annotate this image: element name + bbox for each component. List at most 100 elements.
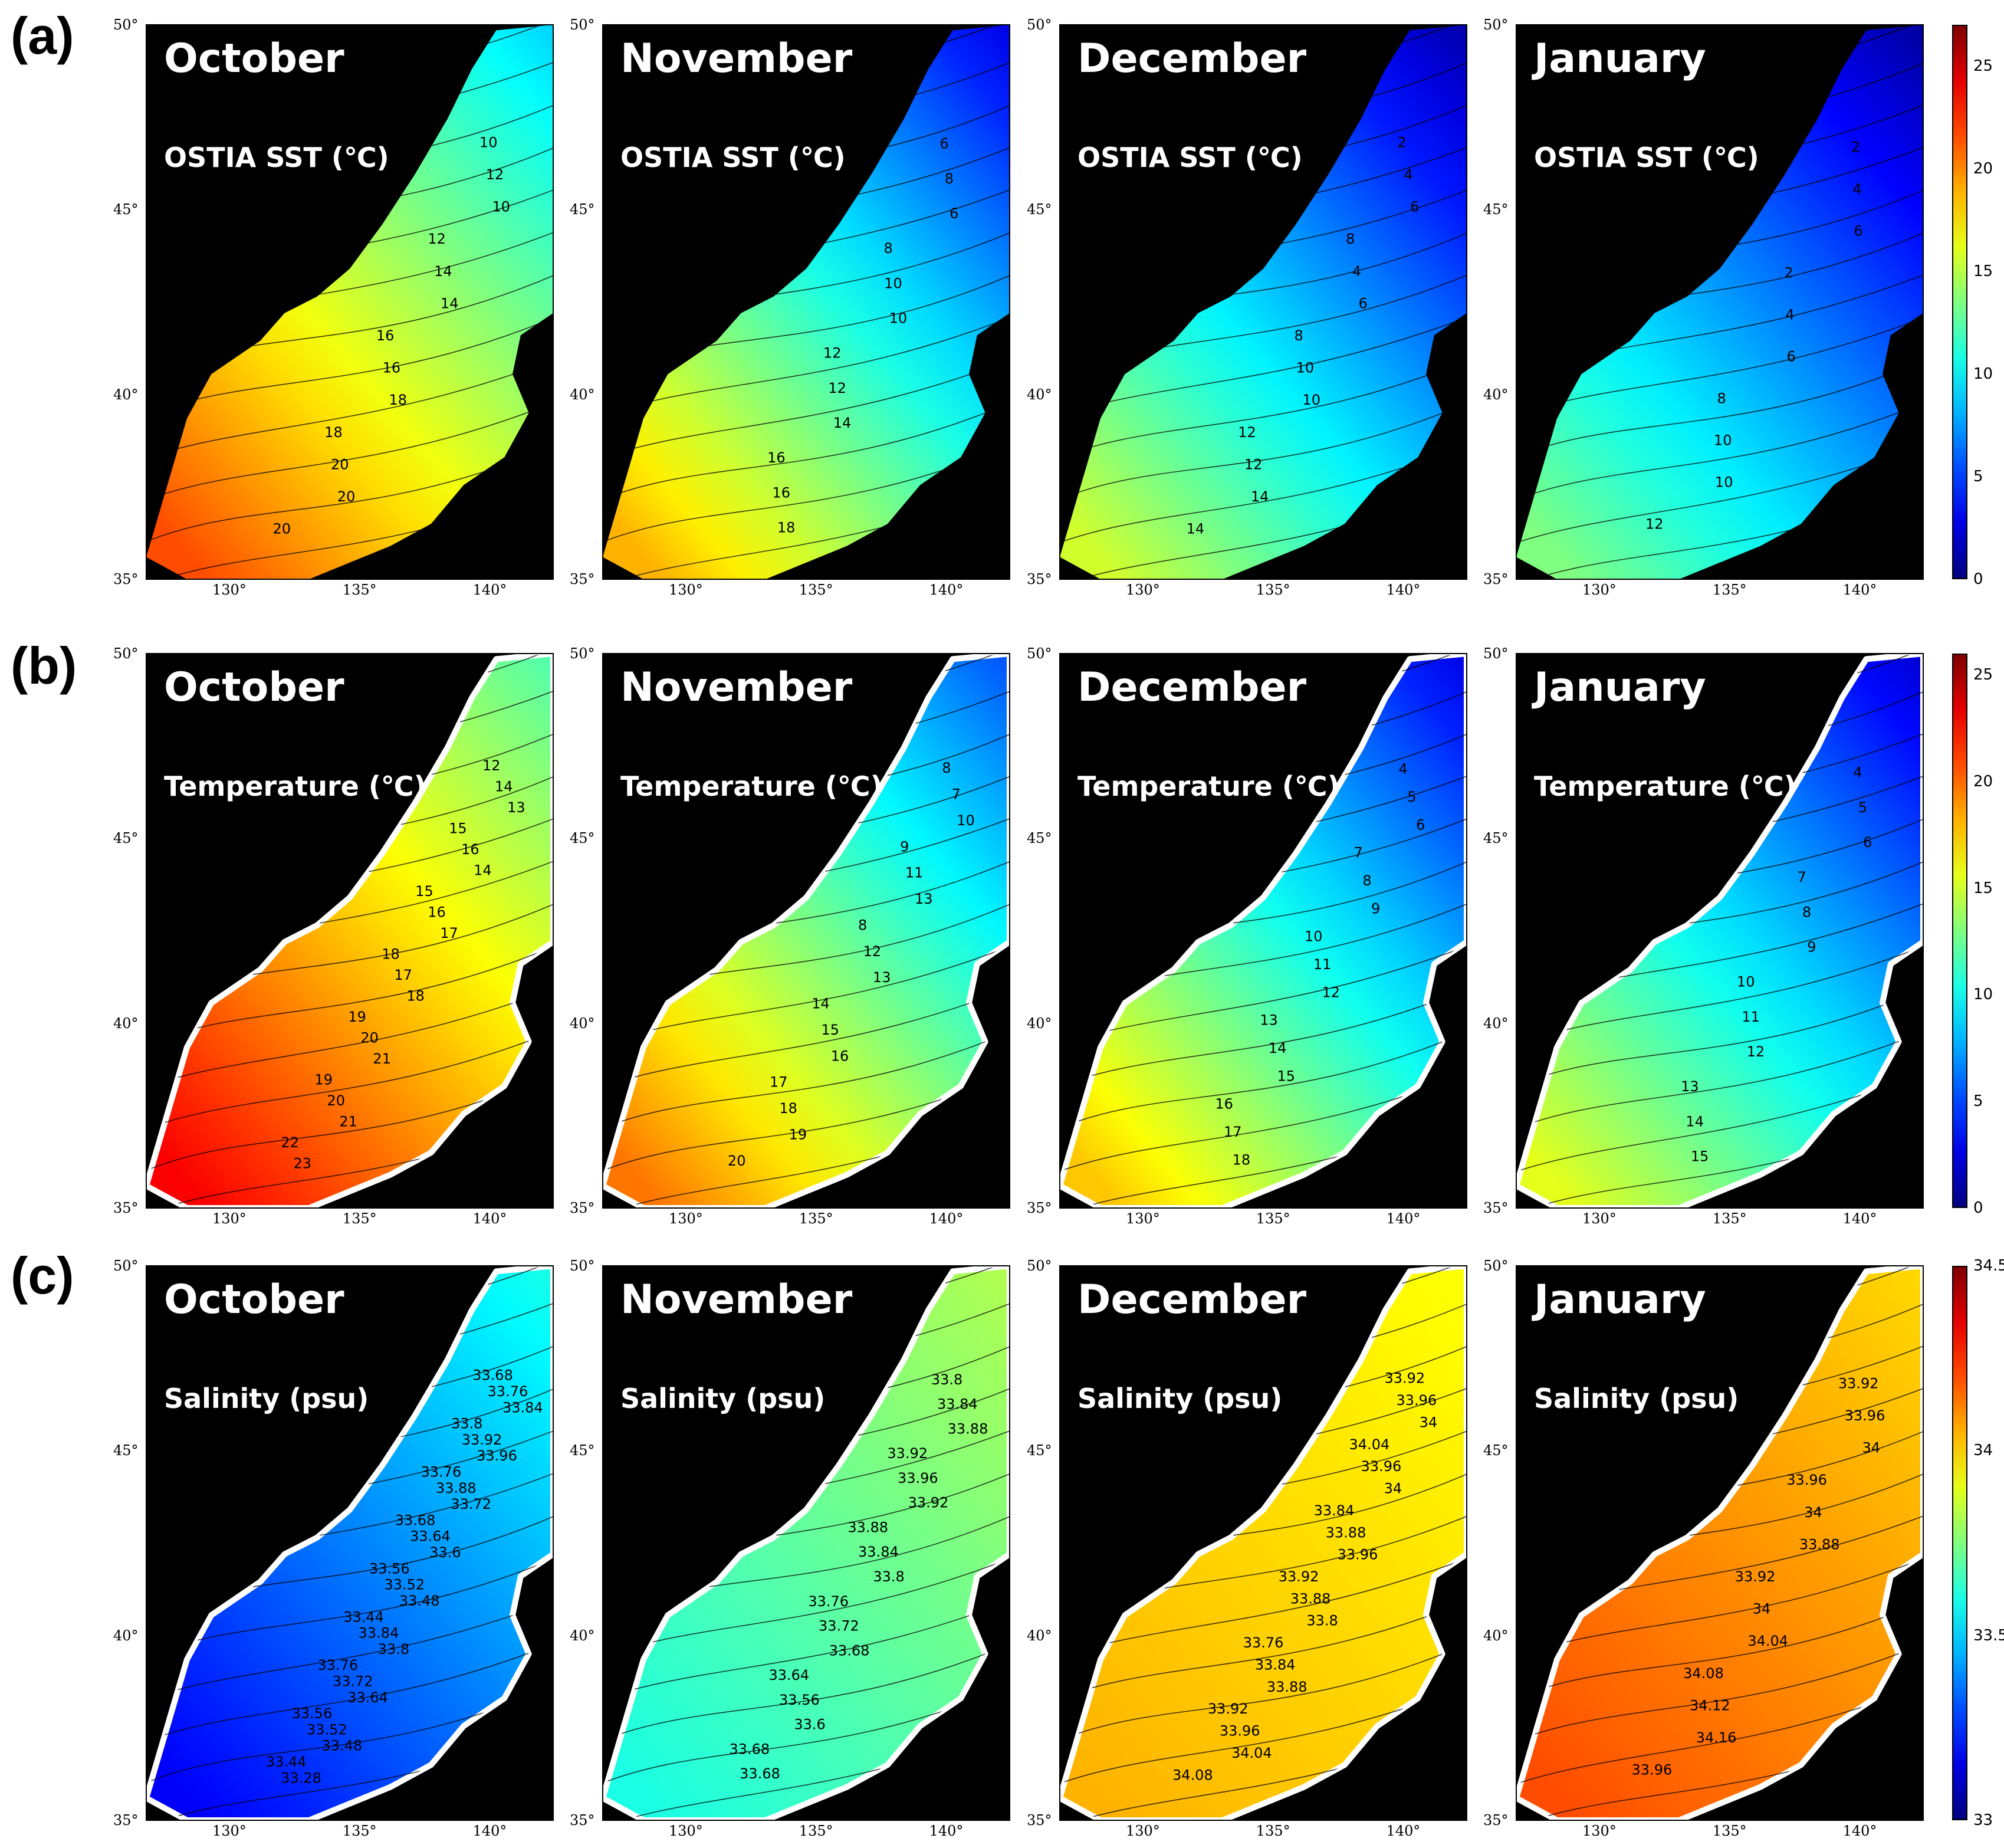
contour-line (146, 1596, 553, 1703)
contour-label: 33.88 (948, 1420, 988, 1437)
lon-tick-label: 135° (799, 1823, 833, 1839)
contour-label: 34.04 (1349, 1436, 1390, 1453)
contour-label: 6 (1854, 223, 1862, 239)
lat-tick-label: 35° (570, 1200, 595, 1216)
colorbar-tick-label: 25 (1973, 666, 1993, 684)
lon-tick-label: 140° (1386, 1210, 1421, 1227)
variable-title: OSTIA SST (℃) (620, 142, 846, 173)
contour-label: 20 (337, 488, 356, 505)
contour-label: 33.92 (462, 1432, 502, 1448)
sea-field (146, 25, 553, 579)
contour-label: 34.04 (1747, 1633, 1788, 1649)
contour-label: 33.56 (779, 1692, 820, 1708)
contour-label: 8 (1717, 390, 1726, 407)
contour-label: 9 (1371, 900, 1380, 917)
contour-label: 12 (482, 757, 501, 774)
contour-label: 13 (873, 969, 891, 986)
lon-tick-label: 140° (929, 1210, 964, 1227)
contour-label: 10 (479, 134, 498, 150)
contour-label: 33.8 (873, 1568, 904, 1585)
contour-label: 14 (434, 263, 452, 280)
contour-label: 20 (331, 457, 349, 473)
contour-label: 33.96 (1338, 1547, 1378, 1563)
lat-tick-label: 45° (113, 830, 139, 847)
lat-tick-label: 40° (1483, 1627, 1509, 1644)
contour-label: 33.76 (317, 1657, 358, 1673)
map-frame (1516, 24, 1924, 580)
month-title: November (620, 1276, 853, 1323)
contour-line (603, 1596, 1010, 1703)
month-title: January (1534, 1276, 1706, 1323)
contour-label: 33.84 (1255, 1657, 1296, 1673)
contour-label: 33.8 (378, 1641, 409, 1657)
contour-label: 11 (1313, 956, 1332, 973)
contour-label: 8 (1294, 327, 1303, 344)
contour-label: 33.68 (740, 1765, 780, 1782)
map-panel-c-january: 33.92 33.96 34 33.96 34 33.88 33.92 34 34.04 34.0… (1513, 1263, 1926, 1823)
contour-line (1060, 440, 1467, 547)
contour-line (146, 1026, 553, 1134)
contour-label: 19 (348, 1009, 366, 1025)
contour-line (1516, 354, 1923, 462)
contour-label: 10 (957, 812, 975, 829)
lat-tick-label: 45° (570, 201, 595, 218)
contour-line (1516, 1026, 1923, 1134)
lat-tick-label: 35° (1027, 1812, 1052, 1829)
contour-label: 6 (950, 205, 958, 222)
contour-label: 33.96 (1396, 1392, 1437, 1409)
colorbar-b (1952, 654, 1967, 1208)
contour-label: 12 (428, 231, 446, 247)
contour-label: 33.8 (451, 1416, 482, 1432)
lat-tick-label: 35° (1483, 1200, 1509, 1216)
contour-label: 33.6 (794, 1716, 825, 1733)
lat-tick-label: 40° (570, 1015, 595, 1032)
map-svg: 2 4 6 8 4 6 8 10 10 12 12 14 14 (1059, 24, 1467, 580)
contour-label: 13 (507, 799, 525, 816)
contour-label: 6 (1786, 349, 1795, 365)
contour-label: 16 (772, 484, 790, 501)
lat-tick-label: 45° (1483, 201, 1509, 218)
map-panel-a-december: 2 4 6 8 4 6 8 10 10 12 12 14 14 December OSTIA SST (℃) (1059, 24, 1467, 580)
contour-line (1516, 1069, 1923, 1176)
contour-line (603, 1639, 1010, 1746)
contour-label: 33.92 (1735, 1568, 1776, 1585)
contour-label: 33.88 (1267, 1679, 1307, 1695)
lat-tick-label: 50° (1027, 645, 1052, 662)
contour-label: 10 (1715, 474, 1733, 491)
contour-label: 34 (1804, 1504, 1822, 1521)
map-svg: 33.6833.7633.8433.833.9233.9633.7633.883… (143, 1263, 556, 1823)
contour-label: 8 (945, 170, 954, 187)
contour-label: 33.84 (359, 1625, 399, 1642)
map-frame (1059, 1265, 1467, 1821)
lat-tick-label: 40° (113, 1627, 139, 1644)
contour-label: 33.84 (858, 1544, 899, 1560)
map-panel-c-december: 33.92 33.96 34 34.04 33.96 34 33.84 33.88 33.96 3… (1057, 1263, 1470, 1823)
lon-tick-label: 130° (212, 1823, 247, 1839)
colorbar-tick-label: 10 (1973, 365, 1993, 383)
contour-label: 33.56 (369, 1560, 410, 1577)
lat-tick-label: 40° (1027, 386, 1052, 403)
contour-label: 15 (415, 883, 433, 900)
contour-label: 18 (406, 987, 425, 1004)
lon-tick-label: 130° (212, 582, 247, 598)
contour-label: 33.44 (266, 1754, 307, 1770)
map-frame (146, 653, 554, 1209)
contour-label: 14 (1686, 1113, 1704, 1130)
contour-label: 18 (324, 424, 343, 441)
lon-tick-label: 135° (1712, 1823, 1747, 1839)
contour-label: 33.84 (1314, 1502, 1355, 1519)
lat-tick-label: 50° (570, 17, 595, 33)
variable-title: OSTIA SST (℃) (164, 142, 389, 173)
lon-tick-label: 130° (1126, 1210, 1160, 1227)
lon-tick-label: 140° (472, 1823, 507, 1839)
lat-tick-label: 50° (570, 1258, 595, 1274)
colorbar-tick-label: 15 (1973, 879, 1993, 897)
lon-tick-label: 140° (1842, 1210, 1877, 1227)
map-panel-b-december: 4 5 6 7 8 9 10 11 12 13 14 15 16 17 18 December Temperat… (1057, 651, 1470, 1211)
map-panel-a-january: 2 4 6 2 4 6 8 10 10 12 January OSTIA SST (℃) (1516, 24, 1924, 580)
contour-label: 7 (952, 786, 961, 803)
contour-label: 33.56 (292, 1705, 333, 1722)
contour-label: 14 (833, 415, 852, 431)
contour-label: 10 (889, 310, 908, 326)
contour-label: 14 (495, 778, 513, 795)
